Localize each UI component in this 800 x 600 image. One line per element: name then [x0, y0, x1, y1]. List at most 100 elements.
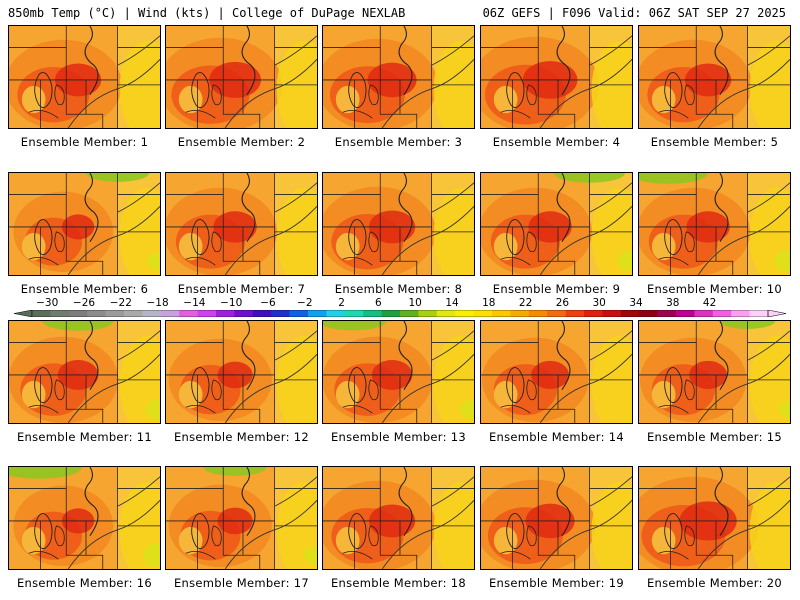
colorbar-segment [565, 310, 585, 317]
colorbar-segment [473, 310, 493, 317]
temperature-map [9, 467, 160, 569]
colorbar-segment [455, 310, 474, 317]
ensemble-member-label: Ensemble Member: 19 [488, 576, 624, 590]
colorbar-segment [731, 310, 750, 317]
colorbar-tick-label: 38 [666, 297, 680, 309]
temperature-map [481, 173, 632, 275]
ensemble-map-panel [480, 25, 633, 129]
ensemble-member-label: Ensemble Member: 9 [492, 282, 621, 296]
ensemble-member-label: Ensemble Member: 14 [488, 430, 624, 444]
colorbar-segment [657, 310, 677, 317]
colorbar-segment [197, 310, 217, 317]
temperature-map [323, 467, 474, 569]
colorbar-segment [87, 310, 106, 317]
colorbar-segment [160, 310, 180, 317]
ensemble-member-label: Ensemble Member: 11 [16, 430, 152, 444]
temperature-colorbar [14, 310, 786, 317]
colorbar-segment [344, 310, 364, 317]
colorbar-tick-label: 22 [518, 297, 533, 309]
ensemble-member-label: Ensemble Member: 6 [20, 282, 149, 296]
colorbar-max-arrow [767, 310, 786, 317]
colorbar-segment [381, 310, 401, 317]
ensemble-map-panel [8, 172, 161, 276]
temperature-map [166, 321, 317, 423]
temperature-map [9, 321, 160, 423]
colorbar-tick-label: −6 [260, 297, 276, 309]
ensemble-member-label: Ensemble Member: 17 [173, 576, 309, 590]
colorbar-segment [584, 310, 603, 317]
ensemble-member-label: Ensemble Member: 8 [334, 282, 463, 296]
temperature-map [323, 26, 474, 128]
colorbar-segment [492, 310, 511, 317]
ensemble-member-label: Ensemble Member: 2 [177, 135, 306, 149]
ensemble-member-label: Ensemble Member: 16 [16, 576, 152, 590]
temperature-map [166, 467, 317, 569]
ensemble-member-label: Ensemble Member: 1 [20, 135, 149, 149]
colorbar-tick-label: −2 [297, 297, 313, 309]
colorbar-segment [694, 310, 714, 317]
temperature-map [481, 26, 632, 128]
ensemble-map-panel [8, 320, 161, 424]
temperature-map [639, 173, 790, 275]
colorbar-tick-label: 14 [445, 297, 459, 309]
temperature-map [639, 26, 790, 128]
colorbar-segment [105, 310, 125, 317]
colorbar-tick-label: −10 [220, 297, 243, 309]
temperature-map [9, 173, 160, 275]
colorbar-segment [289, 310, 309, 317]
colorbar-segment [602, 310, 622, 317]
colorbar-tick-label: −22 [109, 297, 132, 309]
colorbar-segment [179, 310, 198, 317]
colorbar-tick-label: 34 [629, 297, 643, 309]
ensemble-member-label: Ensemble Member: 15 [646, 430, 782, 444]
colorbar-segment [271, 310, 290, 317]
colorbar-segment [68, 310, 88, 317]
ensemble-map-panel [322, 25, 475, 129]
ensemble-map-panel [322, 172, 475, 276]
ensemble-map-panel [322, 320, 475, 424]
colorbar-min-arrow [14, 310, 33, 317]
ensemble-map-panel [165, 466, 318, 570]
temperature-map [639, 321, 790, 423]
colorbar-segment [326, 310, 346, 317]
colorbar-segment [712, 310, 732, 317]
colorbar-tick-label: −18 [146, 297, 169, 309]
ensemble-member-label: Ensemble Member: 10 [646, 282, 782, 296]
ensemble-member-label: Ensemble Member: 4 [492, 135, 621, 149]
colorbar-tick-label: 42 [702, 297, 717, 309]
colorbar-segment [308, 310, 327, 317]
temperature-map [323, 173, 474, 275]
ensemble-member-label: Ensemble Member: 5 [650, 135, 779, 149]
colorbar-tick-label: 18 [482, 297, 496, 309]
colorbar-segment [234, 310, 254, 317]
header-title: 850mb Temp (°C) | Wind (kts) | College o… [8, 6, 406, 20]
colorbar-tick-label: −14 [183, 297, 206, 309]
colorbar-segment [363, 310, 382, 317]
temperature-map [323, 321, 474, 423]
colorbar-segment [547, 310, 566, 317]
colorbar-labels: −30 −26 −22 −18 −14 −10 −6 −2 2 6 10 14 18 22 26 30 34 38… [14, 297, 786, 309]
colorbar-segment [50, 310, 70, 317]
colorbar-tick-label: 6 [375, 297, 382, 309]
ensemble-map-panel [638, 172, 791, 276]
ensemble-map-panel [638, 320, 791, 424]
ensemble-member-label: Ensemble Member: 3 [334, 135, 463, 149]
colorbar-segment [418, 310, 438, 317]
ensemble-map-panel [480, 466, 633, 570]
colorbar-tick-label: −26 [72, 297, 96, 309]
ensemble-map-panel [480, 320, 633, 424]
ensemble-map-panel [8, 466, 161, 570]
colorbar-segment [400, 310, 419, 317]
colorbar-segment [620, 310, 640, 317]
colorbar-segment [749, 310, 769, 317]
temperature-map [166, 26, 317, 128]
colorbar-segment [124, 310, 143, 317]
ensemble-map-panel [165, 172, 318, 276]
colorbar-segment [216, 310, 235, 317]
colorbar-tick-label: 2 [338, 297, 345, 309]
colorbar-segment [639, 310, 658, 317]
colorbar-segment [528, 310, 548, 317]
ensemble-map-panel [638, 466, 791, 570]
colorbar-segment [676, 310, 695, 317]
colorbar-tick-label: 30 [592, 297, 606, 309]
